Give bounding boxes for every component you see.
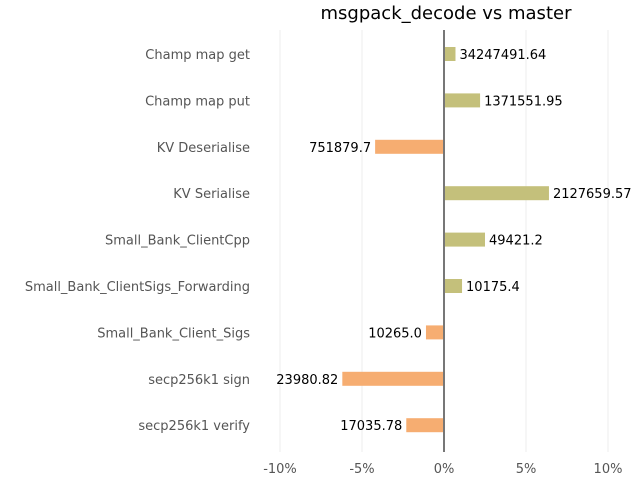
category-label: Small_Bank_Client_Sigs [97, 326, 250, 341]
data-label: 1371551.95 [484, 94, 563, 109]
category-labels: Champ map get Champ map put KV Deserialise… [25, 48, 250, 434]
data-label: 751879.7 [309, 141, 371, 156]
x-tick-label: 0% [434, 462, 455, 477]
data-label: 10175.4 [466, 280, 520, 295]
category-label: secp256k1 verify [138, 419, 250, 434]
x-tick-label: -10% [263, 462, 297, 477]
data-label: 10265.0 [368, 326, 422, 341]
bar [444, 232, 485, 247]
bar [375, 139, 444, 154]
chart-title: msgpack_decode vs master [321, 3, 573, 24]
data-labels: 34247491.64 1371551.95 751879.7 2127659.57 4… [276, 48, 631, 434]
bars [342, 47, 549, 433]
data-label: 2127659.57 [553, 187, 632, 202]
bar [444, 279, 463, 293]
category-label: Small_Bank_ClientSigs_Forwarding [25, 280, 250, 295]
category-label: KV Deserialise [157, 141, 250, 156]
x-tick-label: -5% [349, 462, 374, 477]
data-label: 23980.82 [276, 373, 338, 388]
category-label: secp256k1 sign [148, 373, 250, 388]
data-label: 49421.2 [489, 234, 543, 249]
bar [425, 325, 444, 340]
category-label: KV Serialise [173, 187, 250, 202]
bar [444, 47, 456, 61]
x-tick-label: 10% [594, 462, 623, 477]
bar [444, 93, 481, 108]
bar [342, 371, 444, 386]
bar [444, 186, 549, 201]
x-axis-ticks: -10% -5% 0% 5% 10% [263, 462, 622, 477]
category-label: Small_Bank_ClientCpp [105, 234, 250, 249]
category-label: Champ map get [145, 48, 250, 63]
data-label: 17035.78 [340, 419, 402, 434]
x-tick-label: 5% [516, 462, 537, 477]
category-label: Champ map put [145, 94, 250, 109]
bar [406, 418, 444, 433]
data-label: 34247491.64 [459, 48, 546, 63]
